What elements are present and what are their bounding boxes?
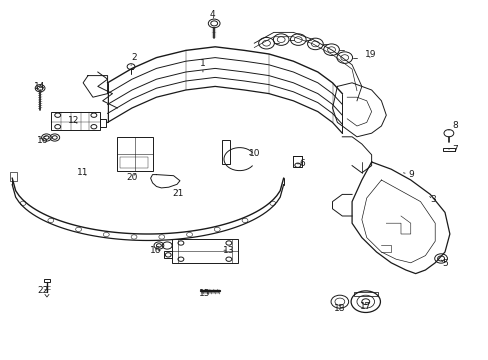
Bar	[293, 156, 302, 167]
Text: 7: 7	[448, 145, 457, 154]
Bar	[222, 140, 229, 164]
Text: 16: 16	[149, 246, 161, 255]
Text: 13: 13	[223, 246, 234, 255]
Text: 12: 12	[67, 116, 79, 125]
Text: 9: 9	[403, 170, 413, 179]
Text: 10: 10	[248, 149, 260, 158]
Text: 22: 22	[37, 287, 49, 295]
Text: 8: 8	[448, 122, 457, 130]
Bar	[100, 119, 106, 127]
Text: 4: 4	[209, 10, 215, 19]
Text: 20: 20	[126, 173, 138, 181]
Text: 15: 15	[198, 289, 210, 298]
Text: 2: 2	[131, 53, 137, 66]
Text: 1: 1	[200, 58, 205, 72]
Bar	[172, 239, 238, 263]
Text: 17: 17	[359, 302, 371, 311]
Bar	[51, 112, 100, 130]
Bar	[10, 172, 17, 181]
Circle shape	[37, 86, 43, 90]
Circle shape	[44, 136, 49, 139]
Text: 21: 21	[172, 189, 184, 198]
Text: 3: 3	[429, 195, 435, 204]
Text: 14: 14	[34, 82, 46, 91]
Circle shape	[210, 21, 217, 26]
Text: 18: 18	[333, 304, 345, 313]
Bar	[44, 279, 50, 282]
Text: 5: 5	[440, 259, 447, 268]
Bar	[442, 148, 454, 151]
Bar	[117, 137, 152, 171]
Bar	[120, 157, 147, 168]
Text: 16: 16	[37, 136, 49, 145]
Text: 11: 11	[77, 168, 89, 177]
Text: 6: 6	[297, 159, 305, 168]
Bar	[353, 292, 377, 296]
Text: 19: 19	[364, 50, 376, 59]
Bar	[163, 251, 172, 258]
